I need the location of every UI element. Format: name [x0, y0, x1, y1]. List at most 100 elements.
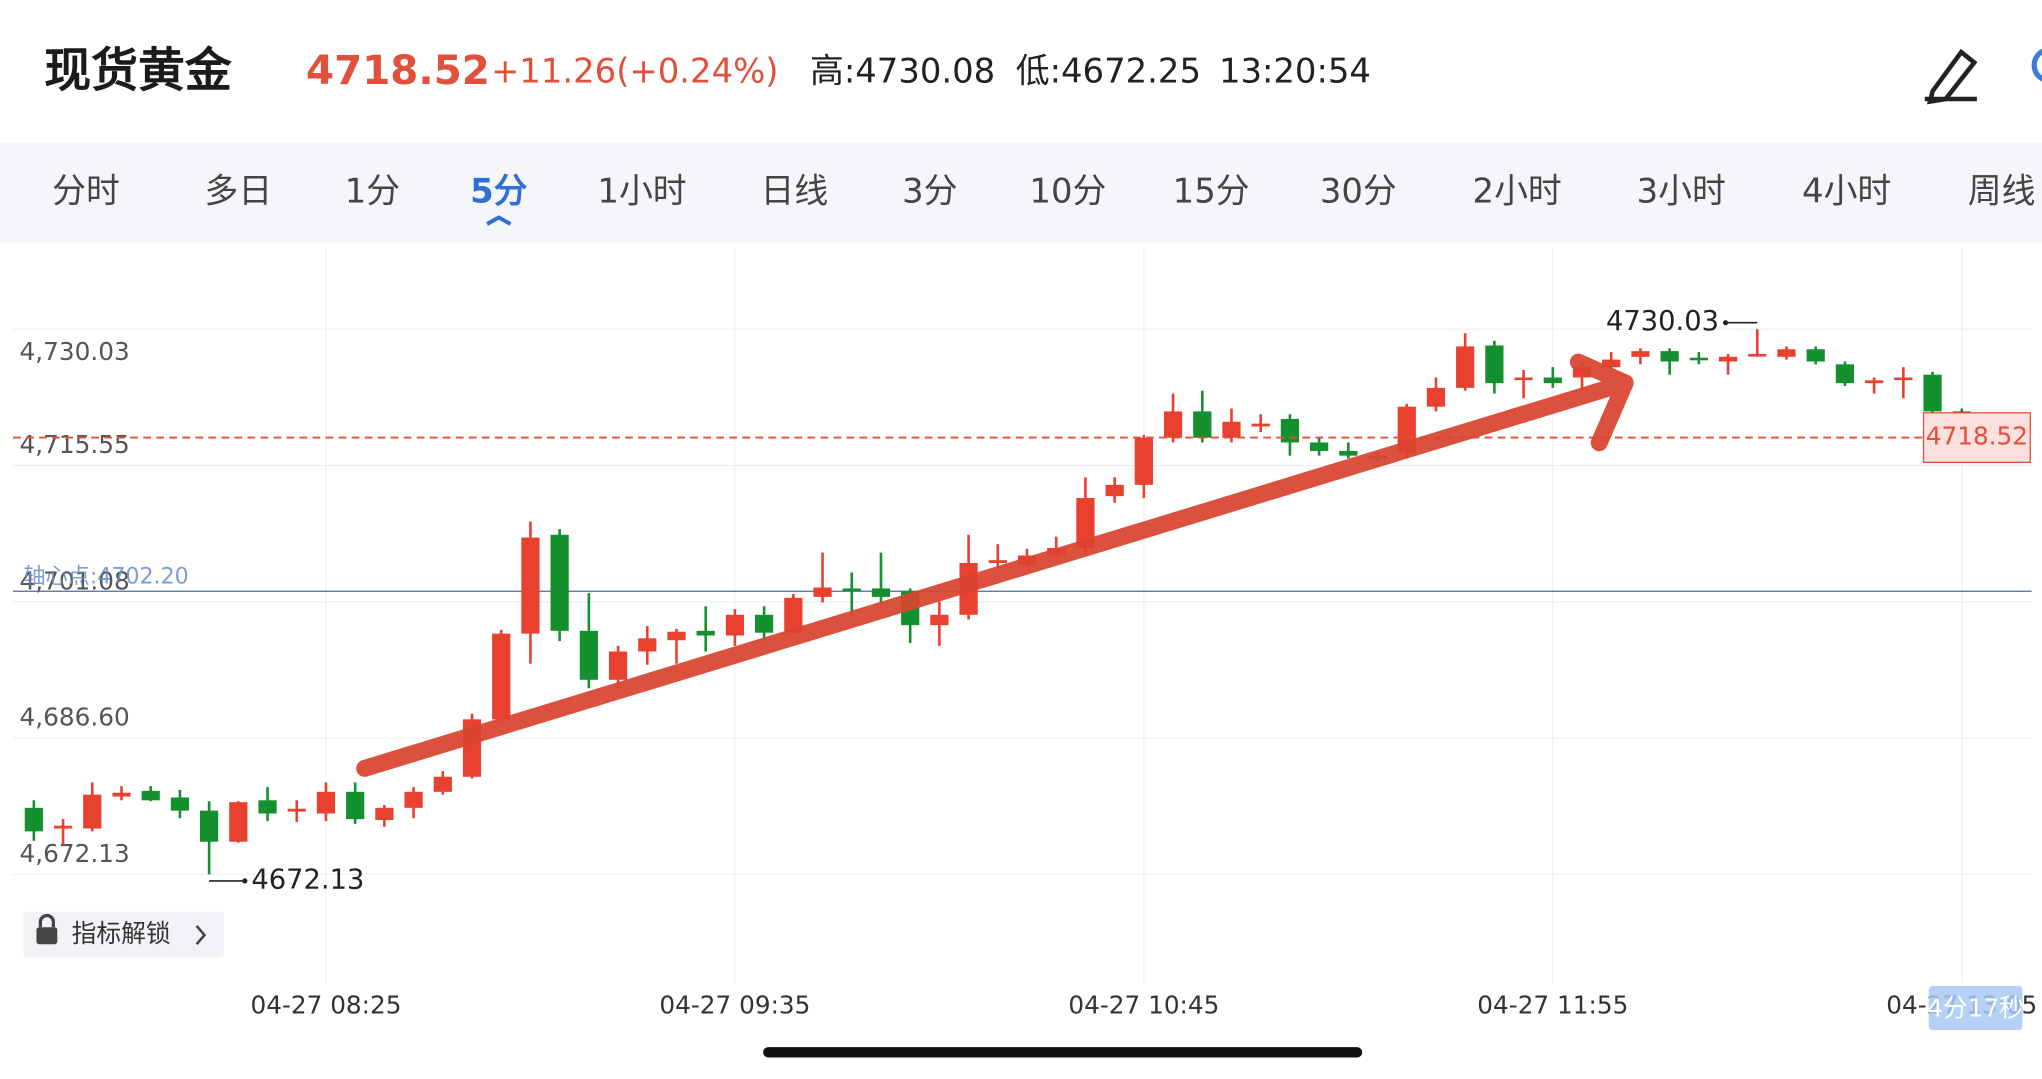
- pivot-label: 轴心点:4702.20: [23, 563, 188, 589]
- candle-body: [316, 791, 336, 814]
- tab[interactable]: 3分: [902, 171, 957, 210]
- candle-body: [433, 776, 452, 792]
- candle-body: [492, 633, 511, 720]
- candle-body: [988, 560, 1007, 564]
- candle-body: [229, 802, 248, 842]
- candle-body: [1689, 357, 1708, 361]
- x-tick-label: 04-27 11:55: [1477, 991, 1628, 1020]
- tab[interactable]: 分时: [52, 171, 120, 210]
- tab[interactable]: 30分: [1320, 171, 1397, 210]
- candle-body: [1835, 364, 1855, 384]
- candle-body: [83, 794, 102, 829]
- candle-body: [1602, 359, 1621, 368]
- clock: 13:20:54: [1219, 51, 1371, 90]
- candle-body: [608, 651, 628, 680]
- indicator-button[interactable]: 指标解锁: [23, 911, 224, 958]
- candle-body: [755, 614, 774, 633]
- tab[interactable]: 10分: [1029, 171, 1106, 210]
- candle-body: [346, 791, 365, 820]
- y-tick-label: 4,715.55: [20, 430, 130, 459]
- tab[interactable]: 3小时: [1637, 171, 1726, 210]
- candle-body: [1076, 498, 1095, 548]
- candle-body: [1514, 377, 1533, 381]
- candle-body: [521, 537, 540, 634]
- candle-body: [579, 630, 598, 680]
- low-marker-label: 4672.13: [251, 864, 364, 895]
- tab[interactable]: 多日: [204, 171, 272, 210]
- low-marker-dot: [242, 878, 248, 884]
- candle-body: [141, 790, 160, 801]
- tab[interactable]: 15分: [1173, 171, 1250, 210]
- title: 现货黄金: [44, 44, 232, 99]
- tab[interactable]: 日线: [761, 171, 829, 210]
- candle-body: [696, 630, 715, 636]
- candle-body: [1134, 437, 1153, 485]
- tab-bar-bg: [0, 143, 2042, 243]
- candle-body: [842, 588, 861, 592]
- candle-body: [1163, 411, 1183, 438]
- candle-body: [784, 597, 803, 633]
- indicator-label: 指标解锁: [72, 919, 171, 948]
- candle-body: [1894, 377, 1913, 381]
- header-bg: [0, 0, 2042, 144]
- x-tick-label: 04-27 08:25: [250, 991, 401, 1020]
- y-tick-label: 4,730.03: [20, 337, 130, 366]
- tab[interactable]: 周线: [1968, 171, 2036, 210]
- candle-body: [1777, 349, 1796, 357]
- home-indicator: [763, 1047, 1363, 1058]
- candle-body: [1426, 387, 1446, 407]
- candle-body: [112, 792, 131, 797]
- candle-body: [1456, 346, 1475, 388]
- current-price-box: [1922, 412, 2031, 463]
- candle-body: [375, 807, 394, 821]
- current-price-label: 4718.52: [1926, 422, 2028, 451]
- candle-body: [170, 797, 190, 811]
- candle-body: [1193, 411, 1212, 438]
- settings-edge: [2031, 48, 2042, 82]
- y-tick-label: 4,701.08: [20, 566, 130, 595]
- timer-text: 4分17秒: [1927, 993, 2024, 1022]
- candle-body: [1748, 353, 1767, 357]
- high-marker-label: 4730.03: [1606, 306, 1719, 337]
- candle-body: [638, 638, 657, 652]
- x-tick-label: 04-27 09:35: [659, 991, 810, 1020]
- candle-body: [287, 808, 306, 812]
- candle-body: [1660, 351, 1679, 362]
- candle-body: [1280, 418, 1300, 443]
- edit-icon[interactable]: [1924, 48, 1978, 105]
- candle-body: [1806, 349, 1825, 362]
- candle-body: [1543, 377, 1562, 384]
- candle-body: [1718, 356, 1738, 362]
- trend-arrow: [356, 353, 1634, 777]
- candle-body: [725, 614, 745, 636]
- candle-body: [200, 810, 219, 842]
- change: +11.26(+0.24%): [491, 51, 779, 90]
- candle-body: [1631, 351, 1650, 357]
- tab-selected-indicator: [486, 215, 512, 226]
- tab[interactable]: 1小时: [597, 171, 686, 210]
- tab[interactable]: 5分: [470, 171, 528, 210]
- candle-body: [813, 587, 832, 597]
- candle-body: [1485, 345, 1504, 384]
- day-high: 高:4730.08: [810, 51, 995, 90]
- candle-body: [550, 534, 569, 631]
- candle-body: [1339, 450, 1358, 456]
- y-tick-label: 4,686.60: [20, 703, 130, 732]
- candle-body: [930, 614, 949, 626]
- tab[interactable]: 1分: [345, 171, 400, 210]
- candle-body: [1923, 374, 1942, 412]
- tab[interactable]: 2小时: [1473, 171, 1562, 210]
- candle-body: [1310, 442, 1329, 451]
- tab[interactable]: 4小时: [1802, 171, 1891, 210]
- candle-body: [1251, 423, 1270, 427]
- price: 4718.52: [306, 47, 490, 94]
- y-tick-label: 4,672.13: [20, 839, 130, 868]
- x-tick-label: 04-27 10:45: [1068, 991, 1219, 1020]
- candle-body: [667, 631, 686, 641]
- timer-badge: 4分17秒: [1927, 985, 2024, 1031]
- candle-body: [53, 825, 73, 829]
- high-marker-dot: [1722, 320, 1729, 326]
- candle-body: [258, 800, 277, 814]
